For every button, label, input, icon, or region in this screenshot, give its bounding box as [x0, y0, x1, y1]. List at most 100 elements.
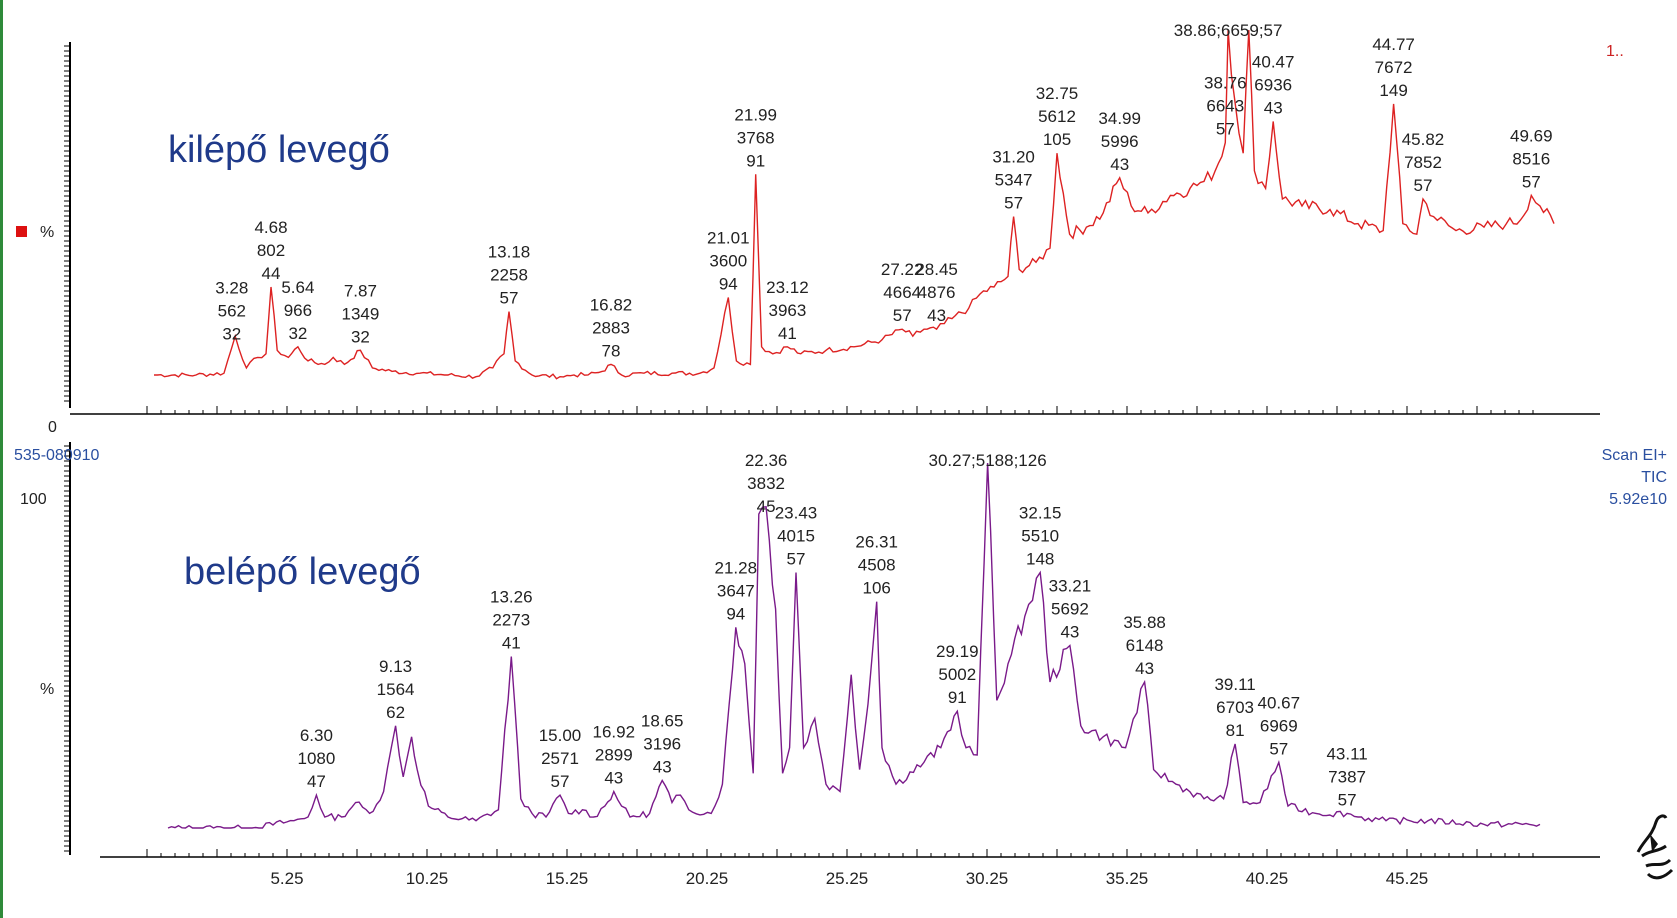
- peak-label: 21.28: [715, 558, 758, 577]
- peak-label: 81: [1226, 721, 1245, 740]
- peak-label: 32: [222, 324, 241, 343]
- peak-label: 5002: [938, 665, 976, 684]
- peak-label: 3647: [717, 581, 755, 600]
- x-tick-label: 45.25: [1386, 869, 1429, 888]
- peak-label: 43: [1110, 155, 1129, 174]
- peak-label: 40.47: [1252, 53, 1295, 72]
- peak-label: 6148: [1126, 636, 1164, 655]
- peak-label: 21.01: [707, 229, 750, 248]
- peak-label: 6969: [1260, 716, 1298, 735]
- tick-layer: 5.25 10.25 15.25 20.25 25.25 30.25 35.25 40.25 4…: [64, 45, 1534, 888]
- peak-label: 6703: [1216, 698, 1254, 717]
- peak-label: 45.82: [1402, 130, 1445, 149]
- peak-label: 43: [653, 758, 672, 777]
- peak-label: 22.36: [745, 451, 788, 470]
- peak-label: 43: [1264, 99, 1283, 118]
- peak-label: 8516: [1512, 149, 1550, 168]
- peak-label: 4508: [858, 556, 896, 575]
- peak-label: 13.26: [490, 588, 533, 607]
- x-tick-label: 15.25: [546, 869, 589, 888]
- peak-label: 966: [284, 301, 312, 320]
- top-panel-title: kilépő levegő: [168, 129, 390, 171]
- peak-label: 2571: [541, 749, 579, 768]
- peak-label: 18.65: [641, 712, 684, 731]
- peak-label: 43: [604, 769, 623, 788]
- peak-label: 15.00: [539, 726, 582, 745]
- top-right-mark: 1..: [1606, 43, 1624, 60]
- x-tick-label: 20.25: [686, 869, 729, 888]
- peak-label: 57: [787, 550, 806, 569]
- peak-label: 43: [1135, 659, 1154, 678]
- top-series-marker: [16, 226, 27, 237]
- peak-label: 91: [746, 151, 765, 170]
- x-tick-label: 35.25: [1106, 869, 1149, 888]
- peak-label: 4664: [883, 283, 921, 302]
- peak-label: 5692: [1051, 600, 1089, 619]
- peak-label: 45: [757, 497, 776, 516]
- peak-label: 2883: [592, 318, 630, 337]
- peak-label: 23.12: [766, 278, 809, 297]
- peak-label: 7672: [1375, 58, 1413, 77]
- peak-label: 802: [257, 241, 285, 260]
- peak-label: 33.21: [1049, 577, 1092, 596]
- peak-label: 94: [719, 275, 738, 294]
- peak-label: 3832: [747, 474, 785, 493]
- peak-label: 7852: [1404, 153, 1442, 172]
- peak-label: 6643: [1206, 97, 1244, 116]
- peak-label: 31.20: [992, 148, 1035, 167]
- bottom-panel-title: belépő levegő: [184, 551, 421, 593]
- label-layer: 3.28 562 32 4.68 802 445.64 966 32 7.87 1349 32 13.…: [215, 21, 1552, 809]
- peak-label: 5510: [1021, 527, 1059, 546]
- peak-label: 5996: [1101, 132, 1139, 151]
- peak-label: 1080: [297, 749, 335, 768]
- peak-label: 562: [218, 301, 246, 320]
- x-tick-label: 30.25: [966, 869, 1009, 888]
- peak-label: 29.19: [936, 642, 979, 661]
- peak-label: 57: [551, 772, 570, 791]
- peak-label: 6.30: [300, 726, 333, 745]
- peak-label: 94: [726, 604, 745, 623]
- peak-label: 13.18: [488, 243, 531, 262]
- peak-label: 5.64: [281, 278, 314, 297]
- intensity-label: 5.92e10: [1609, 491, 1667, 508]
- top-y-zero-label: 0: [48, 419, 57, 436]
- peak-label: 43.11: [1326, 744, 1367, 763]
- peak-label: 44.77: [1372, 35, 1415, 54]
- peak-label: 49.69: [1510, 126, 1553, 145]
- peak-label: 3196: [643, 735, 681, 754]
- peak-label: 23.43: [775, 504, 818, 523]
- peak-label: 41: [778, 324, 797, 343]
- peak-label: 43: [927, 306, 946, 325]
- peak-label: 57: [500, 289, 519, 308]
- peak-label: 26.31: [855, 533, 898, 552]
- peak-label: 149: [1379, 81, 1407, 100]
- left-accent-strip: [0, 0, 3, 918]
- peak-label: 32: [288, 324, 307, 343]
- x-tick-label: 5.25: [270, 869, 303, 888]
- peak-label: 2273: [492, 611, 530, 630]
- peak-label: 57: [1004, 194, 1023, 213]
- peak-label: 35.88: [1123, 613, 1166, 632]
- peak-label: 40.67: [1258, 693, 1301, 712]
- peak-label: 28.45: [915, 260, 958, 279]
- peak-label: 47: [307, 772, 326, 791]
- peak-label: 4.68: [254, 218, 287, 237]
- peak-label: 2258: [490, 266, 528, 285]
- x-tick-label: 40.25: [1246, 869, 1289, 888]
- peak-label: 4015: [777, 527, 815, 546]
- top-series-line: [154, 29, 1555, 380]
- peak-label: 6936: [1254, 76, 1292, 95]
- peak-label: 3.28: [215, 278, 248, 297]
- top-y-percent-label: %: [40, 224, 54, 241]
- peak-label: 1349: [341, 304, 379, 323]
- peak-label: 7387: [1328, 767, 1366, 786]
- peak-label: 30.27;5188;126: [929, 451, 1047, 470]
- peak-label: 2899: [595, 746, 633, 765]
- peak-label: 38.76: [1204, 74, 1247, 93]
- peak-label: 16.92: [593, 723, 636, 742]
- peak-label: 57: [1414, 176, 1433, 195]
- x-tick-label: 25.25: [826, 869, 869, 888]
- peak-label: 105: [1043, 130, 1071, 149]
- top-trace-layer: [154, 29, 1555, 380]
- bottom-y-100-label: 100: [20, 491, 47, 508]
